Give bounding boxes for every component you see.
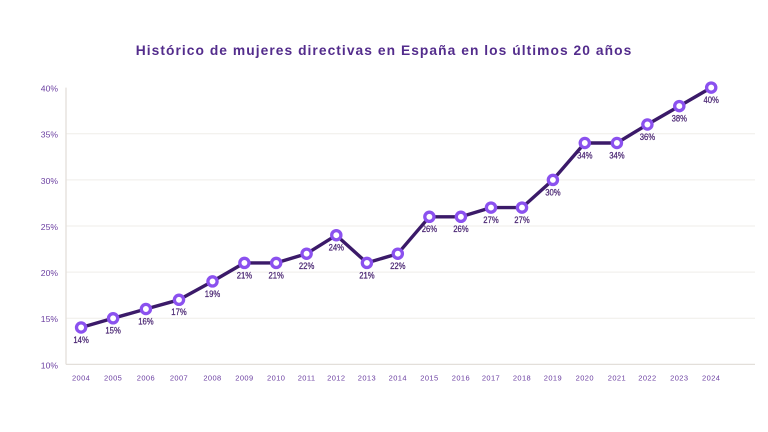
svg-text:2007: 2007 xyxy=(170,374,188,383)
svg-text:2018: 2018 xyxy=(513,374,531,383)
svg-text:2010: 2010 xyxy=(267,374,285,383)
svg-text:2004: 2004 xyxy=(72,374,90,383)
svg-text:40%: 40% xyxy=(704,95,719,105)
svg-text:10%: 10% xyxy=(41,360,59,370)
svg-text:2023: 2023 xyxy=(670,374,688,383)
svg-text:2009: 2009 xyxy=(235,374,253,383)
svg-text:34%: 34% xyxy=(609,150,624,160)
svg-text:2021: 2021 xyxy=(608,374,626,383)
svg-text:21%: 21% xyxy=(269,270,284,280)
svg-text:30%: 30% xyxy=(41,176,59,186)
svg-text:27%: 27% xyxy=(483,215,498,225)
svg-text:24%: 24% xyxy=(329,243,344,253)
svg-text:21%: 21% xyxy=(237,270,252,280)
svg-text:2013: 2013 xyxy=(358,374,376,383)
svg-text:40%: 40% xyxy=(41,84,59,94)
svg-text:26%: 26% xyxy=(422,224,437,234)
svg-text:2022: 2022 xyxy=(638,374,656,383)
svg-text:35%: 35% xyxy=(41,130,59,140)
svg-text:20%: 20% xyxy=(41,268,59,278)
svg-text:22%: 22% xyxy=(299,261,314,271)
svg-text:21%: 21% xyxy=(359,270,374,280)
svg-text:2019: 2019 xyxy=(544,374,562,383)
svg-text:38%: 38% xyxy=(672,114,687,124)
svg-text:15%: 15% xyxy=(105,326,120,336)
svg-text:25%: 25% xyxy=(41,222,59,232)
svg-text:34%: 34% xyxy=(577,150,592,160)
svg-text:2014: 2014 xyxy=(389,374,407,383)
svg-text:2006: 2006 xyxy=(137,374,155,383)
svg-text:2016: 2016 xyxy=(452,374,470,383)
svg-text:17%: 17% xyxy=(171,307,186,317)
svg-text:22%: 22% xyxy=(390,261,405,271)
svg-text:2008: 2008 xyxy=(203,374,221,383)
svg-text:30%: 30% xyxy=(545,187,560,197)
svg-text:2017: 2017 xyxy=(482,374,500,383)
svg-text:16%: 16% xyxy=(138,316,153,326)
svg-text:2020: 2020 xyxy=(576,374,594,383)
svg-text:2011: 2011 xyxy=(298,374,316,383)
svg-text:14%: 14% xyxy=(73,335,88,345)
svg-text:2012: 2012 xyxy=(327,374,345,383)
svg-text:27%: 27% xyxy=(514,215,529,225)
svg-text:2024: 2024 xyxy=(702,374,720,383)
svg-text:26%: 26% xyxy=(453,224,468,234)
svg-text:36%: 36% xyxy=(640,132,655,142)
svg-text:2005: 2005 xyxy=(104,374,122,383)
svg-text:2015: 2015 xyxy=(420,374,438,383)
svg-text:19%: 19% xyxy=(205,289,220,299)
svg-text:15%: 15% xyxy=(41,314,59,324)
